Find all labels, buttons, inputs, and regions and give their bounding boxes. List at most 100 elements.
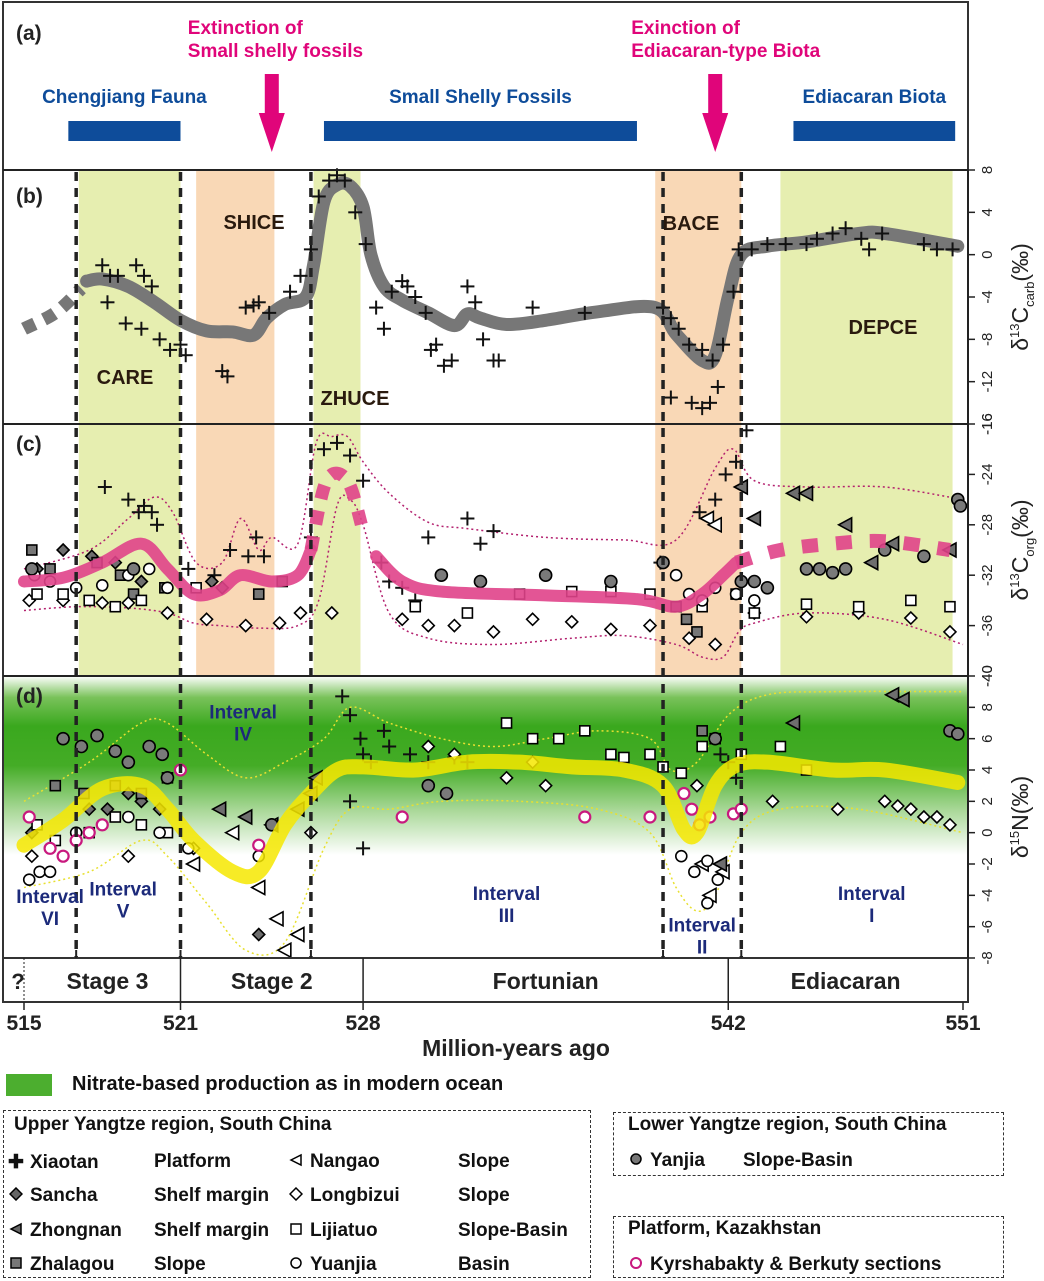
longbizui-org-point [486,624,501,640]
y-tick-label: -12 [979,371,996,393]
xiaotan-org-point [473,536,488,551]
y-tick-label: -28 [979,514,996,536]
legend-item-xiaotan: ✚ Xiaotan [8,1152,99,1173]
zhalagou-org-point [680,613,693,626]
xiaotan-org-point [708,492,723,507]
zhongnan-org-point [883,535,900,553]
yuanjia-org-point [669,568,683,582]
longbizui-n-point [689,778,705,793]
zhongnan-org-point [836,516,853,534]
yanjia-org-point [953,499,968,513]
xiaotan-n-point [343,708,358,723]
y-tick-label: 8 [979,703,996,711]
xiaotan-org-point [121,492,136,507]
n-envelope-upper [23,690,964,802]
yanjia-org-point [917,549,931,564]
kyrshabakty-n-point [56,849,70,863]
xiaotan-org-point [241,549,256,564]
xiaotan-carb-point [262,305,277,320]
xiaotan-carb-point [110,268,125,283]
longbizui-org-point [564,614,579,629]
stage-label: Stage 2 [231,968,313,994]
org-trend-line [370,550,743,613]
lijiatuo-org-point [135,594,148,607]
lijiatuo-org-point [748,607,761,619]
legend-setting-zhongnan: Shelf margin [154,1220,270,1241]
square-gray-marker-icon [8,1254,24,1276]
longbizui-n-point [24,849,39,864]
kyrshabakty-n-point [22,810,36,824]
xiaotan-carb-point [418,305,433,320]
xiaotan-carb-point [671,321,686,336]
legend-item-sancha: Sancha [8,1185,98,1207]
xiaotan-carb-point [476,332,491,347]
nangao-n-point [289,926,305,943]
yanjia-n-point [142,739,156,754]
longbizui-n-point [903,802,918,817]
legend-setting-lijiatuo: Slope-Basin [458,1220,568,1241]
longbizui-org-point [942,624,958,640]
interval-label: II [697,937,708,958]
xiaotan-carb-point [929,242,944,257]
panel-label-a: (a) [16,22,42,45]
nangao-n-point [250,879,266,896]
longbizui-org-point [603,622,619,637]
longbizui-n-point [765,794,780,809]
longbizui-org-point [681,631,697,646]
y-tick-label: -40 [979,665,996,687]
event-label-shice: SHICE [223,212,284,234]
longbizui-org-point [324,605,339,621]
yuanjia-n-point [688,865,701,879]
xiaotan-carb-point [283,284,298,299]
xiaotan-carb-point [825,226,840,241]
legend-item-lijiatuo: Lijiatuo [288,1220,378,1242]
xiaotan-n-point [713,747,728,762]
lijiatuo-n-point [526,732,539,745]
interval-label: Interval [16,887,84,908]
xiaotan-carb-point [799,237,814,252]
yuanjia-org-point [142,562,156,576]
xiaotan-carb-point [468,295,483,310]
org-trend-dashed [304,466,370,552]
zhongnan-n-point [711,855,728,873]
xiaotan-org-point [316,442,331,457]
y-axis-title: δ13Ccarb(‰) [1007,243,1037,351]
green-zone-swatch [6,1074,52,1096]
zhalagou-n-point [49,779,62,792]
legend-item-zhongnan: Zhongnan [8,1220,122,1242]
lijiatuo-org-point [800,598,813,610]
zhalagou-org-point [127,588,140,600]
legend-box-kazakhstan [613,1216,1004,1278]
legend-title-lower-yangtze: Lower Yangtze region, South China [628,1114,947,1135]
extinction-label: Exinction of [631,18,740,39]
xiaotan-carb-point [778,237,793,252]
legend-title-upper-yangtze: Upper Yangtze region, South China [14,1114,332,1135]
x-tick-label: 542 [711,1012,746,1035]
xiaotan-carb-point [384,284,399,299]
xiaotan-carb-point [444,353,459,368]
nangao-n-point [276,941,292,959]
yanjia-n-point [155,747,170,762]
y-tick-label: -24 [979,464,996,486]
biota-range-bar [793,121,956,141]
lijiatuo-org-point [461,607,474,619]
xiaotan-carb-point [809,231,824,246]
xiaotan-carb-point [337,173,352,188]
yuanjia-org-point [748,594,761,607]
xiaotan-carb-point [695,401,710,416]
stage-label: Ediacaran [791,968,901,994]
zhalagou-org-point [252,588,265,600]
sancha-org-point [55,542,71,558]
xiaotan-carb-point [400,279,415,294]
y-tick-label: 4 [979,766,996,774]
nangao-n-point [268,910,284,928]
x-tick-label: 515 [6,1012,41,1035]
longbizui-n-point [538,778,553,793]
zhalagou-org-point [26,544,38,556]
xiaotan-org-point [421,530,436,545]
legend-box-lower-yangtze [613,1112,1004,1176]
xiaotan-carb-point [716,337,731,352]
carb-trend-line [80,176,965,370]
x-tick-label: 551 [945,1012,980,1035]
legend-item-longbizui: Longbizui [288,1185,400,1207]
